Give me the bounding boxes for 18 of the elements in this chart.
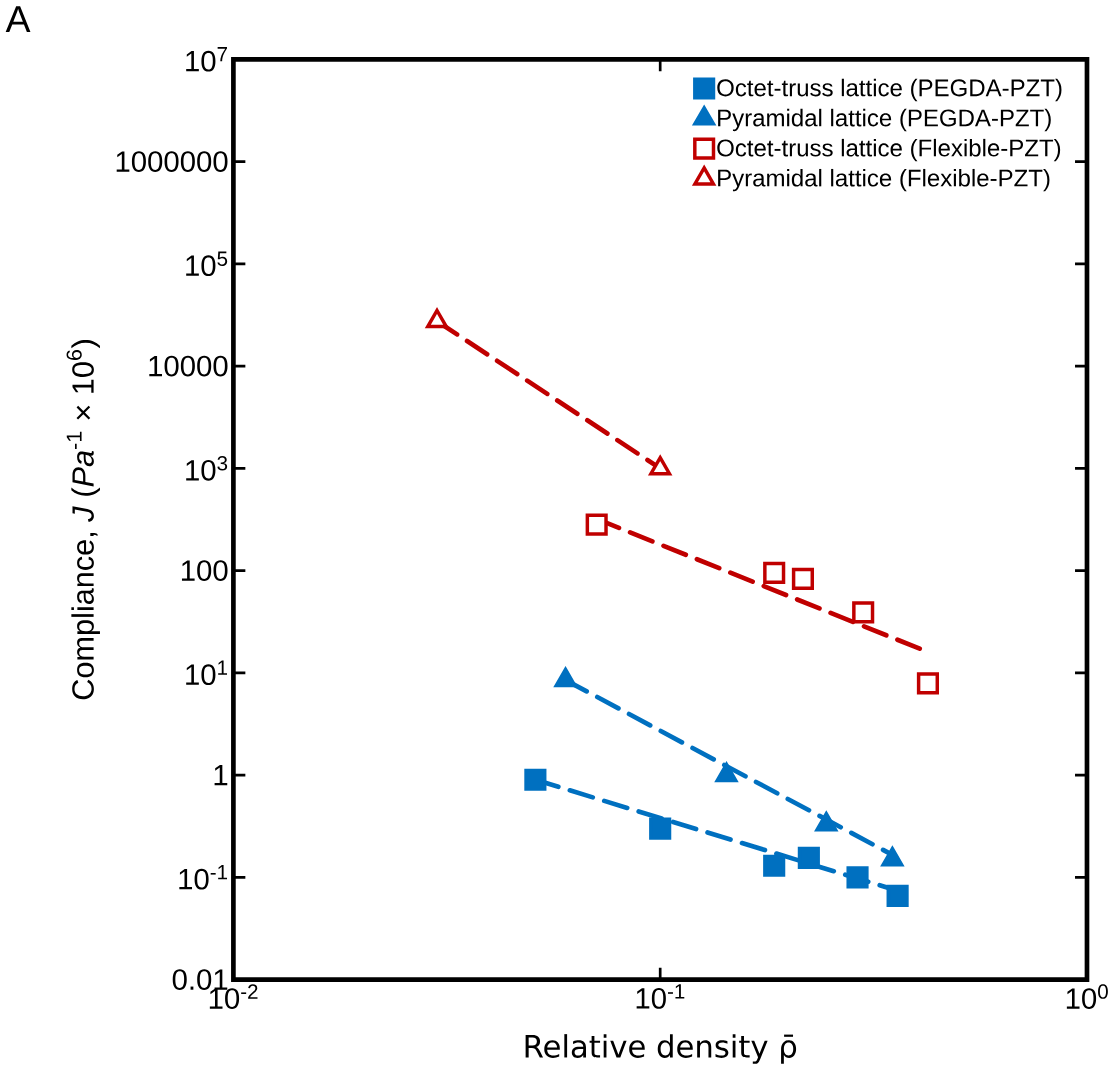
legend-label: Octet-truss lattice (Flexible-PZT) — [717, 138, 1061, 162]
x-tick-label: 10$^{0}$ — [1066, 984, 1108, 1009]
y-tick-label: 10$^{-1}$ — [179, 864, 228, 890]
legend-label: Octet-truss lattice (PEGDA-PZT) — [717, 78, 1062, 101]
y-tick-label: 10$^{5}$ — [186, 251, 228, 276]
y-tick-label: 100 — [181, 560, 228, 581]
y-tick-label: 10$^{7}$ — [186, 46, 227, 72]
y-axis-title: Compliance, J (Pa$^{-1}$ × 10$^{6}$) — [66, 339, 100, 700]
y-tick-label: 10000 — [149, 355, 228, 377]
y-tick-label: 10$^{3}$ — [186, 455, 228, 481]
y-tick-label: 1000000 — [116, 151, 228, 172]
x-tick-label: 10$^{-1}$ — [636, 984, 685, 1009]
legend-label: Pyramidal lattice (PEGDA-PZT) — [718, 108, 1051, 132]
text: A — [5, 6, 31, 32]
x-axis-title: Relative density ρ̄ — [525, 1033, 797, 1064]
legend-label: Pyramidal lattice (Flexible-PZT) — [718, 168, 1050, 192]
y-tick-label: 10$^{1}$ — [186, 660, 228, 685]
y-tick-label: 1 — [214, 764, 228, 786]
